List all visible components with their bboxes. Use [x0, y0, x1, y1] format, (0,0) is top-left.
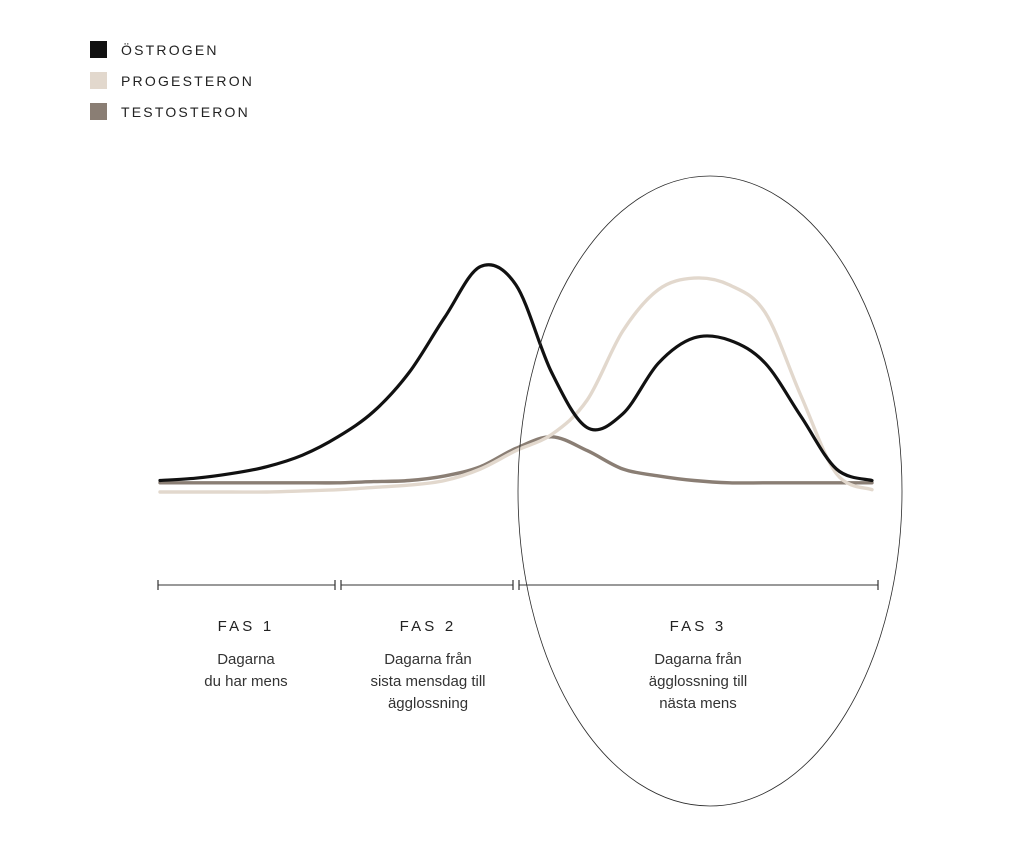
phase-2-description: Dagarna från sista mensdag till ägglossn… [370, 651, 486, 712]
legend-item-testosteron: TESTOSTERON [90, 96, 254, 127]
phase-1-label: FAS 1 Dagarna du har mens [136, 618, 356, 693]
legend-label-progesteron: PROGESTERON [121, 72, 255, 89]
legend-label-testosteron: TESTOSTERON [121, 103, 250, 120]
phase-2-label: FAS 2 Dagarna från sista mensdag till äg… [318, 618, 538, 715]
phase-2-title: FAS 2 [399, 618, 457, 635]
legend-item-progesteron: PROGESTERON [90, 65, 254, 96]
phase-3-label: FAS 3 Dagarna från ägglossning till näst… [588, 618, 808, 715]
legend-swatch-progesteron [90, 72, 107, 89]
legend-item-ostrogen: ÖSTROGEN [90, 34, 254, 65]
phase-1-description: Dagarna du har mens [204, 651, 288, 690]
phase-3-title: FAS 3 [669, 618, 727, 635]
phase-3-description: Dagarna från ägglossning till nästa mens [648, 651, 748, 712]
legend-label-ostrogen: ÖSTROGEN [121, 41, 219, 58]
phase-3-highlight-ellipse [517, 175, 903, 807]
testosteron-line [158, 435, 874, 485]
legend-swatch-testosteron [90, 103, 107, 120]
progesteron-line [158, 276, 874, 494]
legend-swatch-ostrogen [90, 41, 107, 58]
ostrogen-line [158, 263, 874, 483]
chart-legend: ÖSTROGEN PROGESTERON TESTOSTERON [90, 34, 254, 127]
phase-1-title: FAS 1 [217, 618, 275, 635]
